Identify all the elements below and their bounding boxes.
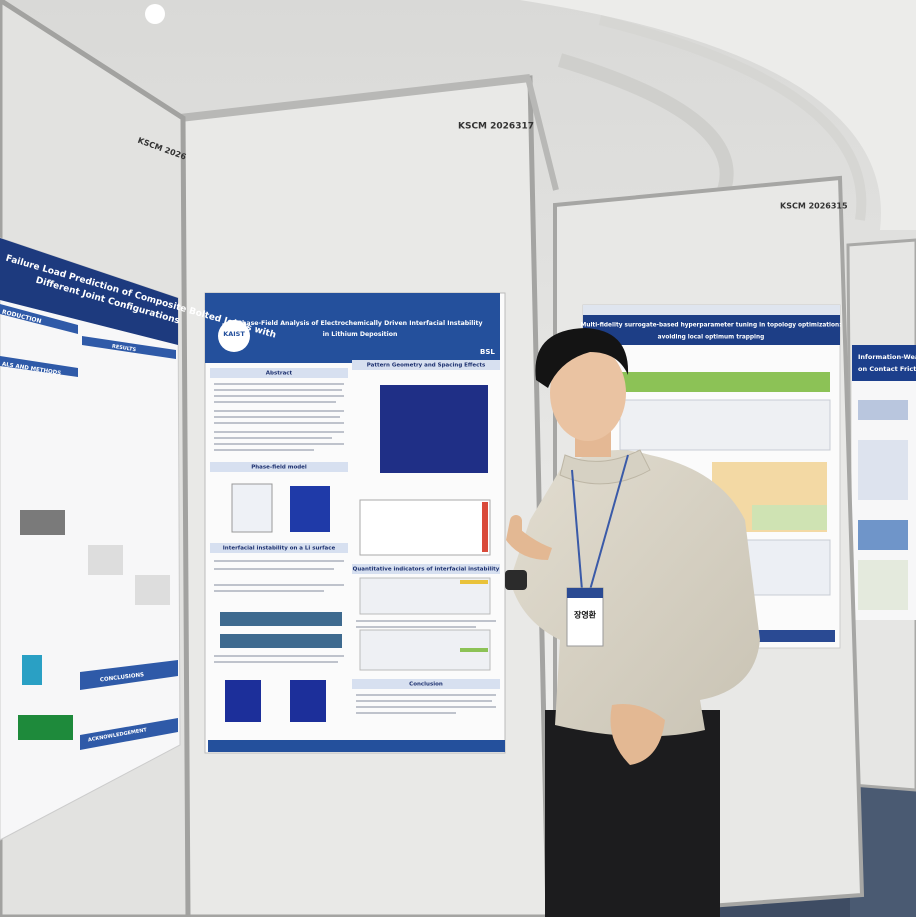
section-bar bbox=[352, 679, 500, 689]
figure bbox=[619, 399, 831, 451]
poster-header bbox=[852, 345, 916, 381]
section-bar bbox=[0, 304, 78, 334]
logo-text: KAIST bbox=[223, 330, 245, 338]
section-bar bbox=[210, 368, 348, 378]
figure bbox=[18, 715, 73, 740]
poster-header bbox=[583, 315, 840, 345]
panel-frame bbox=[525, 77, 559, 191]
poster-title: in Lithium Deposition bbox=[323, 331, 398, 338]
thumb bbox=[510, 515, 522, 545]
face bbox=[550, 345, 626, 441]
figure bbox=[858, 560, 908, 610]
section-heading: Phase-field model bbox=[251, 465, 307, 471]
lanyard bbox=[571, 469, 583, 591]
section-bar bbox=[352, 564, 500, 574]
lab-logo: BSL bbox=[480, 348, 495, 356]
section-heading: CONCLUSIONS bbox=[100, 672, 145, 683]
section-heading: Quantitative indicators of interfacial i… bbox=[353, 567, 500, 573]
ceiling-ring bbox=[557, 53, 734, 204]
person: 장영환 bbox=[505, 328, 760, 917]
section-heading: Abstract bbox=[266, 371, 293, 377]
figure bbox=[858, 400, 908, 420]
figure bbox=[88, 545, 123, 575]
ceiling-arc bbox=[520, 0, 916, 230]
poster-title: avoiding local optimum trapping bbox=[658, 335, 765, 341]
logo bbox=[218, 320, 250, 352]
poster-title: Phase-Field Analysis of Electrochemicall… bbox=[237, 320, 482, 327]
poster-header bbox=[0, 238, 178, 345]
poster-footer bbox=[750, 630, 835, 642]
section-bar bbox=[82, 336, 176, 359]
figure bbox=[620, 372, 830, 392]
lanyard bbox=[589, 454, 629, 591]
section-bar bbox=[0, 356, 78, 377]
poster-title: Information-Wear Analys bbox=[858, 353, 916, 361]
booth-label: KSCM 2026317 bbox=[458, 122, 534, 132]
booth-label: KSCM 2026315 bbox=[780, 202, 848, 211]
ceiling-ring bbox=[598, 15, 867, 221]
figure bbox=[744, 539, 831, 596]
badge-header bbox=[567, 588, 603, 598]
figure bbox=[752, 505, 827, 530]
figure bbox=[220, 612, 342, 626]
poster-header bbox=[205, 293, 500, 363]
highlight bbox=[460, 648, 488, 652]
figure bbox=[290, 486, 330, 532]
watch bbox=[505, 570, 527, 590]
figure bbox=[135, 575, 170, 605]
poster-strip bbox=[583, 305, 840, 315]
figure bbox=[225, 680, 261, 722]
section-heading: RESULTS bbox=[111, 344, 136, 354]
figure bbox=[290, 680, 326, 722]
hair bbox=[535, 328, 629, 388]
hand bbox=[610, 704, 665, 765]
figure bbox=[359, 499, 491, 556]
section-bar bbox=[80, 718, 178, 750]
ceiling-light bbox=[145, 4, 165, 24]
figure bbox=[20, 510, 65, 535]
badge-name: 장영환 bbox=[574, 610, 597, 620]
poster-title: Multi-fidelity surrogate-based hyperpara… bbox=[581, 323, 842, 329]
panel-frame bbox=[179, 74, 531, 122]
figure bbox=[380, 385, 488, 473]
section-heading: Conclusion bbox=[409, 682, 443, 688]
figure bbox=[482, 502, 488, 552]
section-bar bbox=[210, 462, 348, 472]
section-bar bbox=[80, 660, 178, 690]
section-heading: Pattern Geometry and Spacing Effects bbox=[367, 363, 486, 369]
sweater bbox=[510, 450, 760, 737]
poster-footer bbox=[208, 740, 505, 752]
highlight bbox=[460, 580, 488, 584]
poster-title: on Contact Friction an bbox=[858, 365, 916, 373]
figure bbox=[220, 634, 342, 648]
section-bar bbox=[352, 360, 500, 370]
section-heading: Interfacial instability on a Li surface bbox=[223, 546, 336, 552]
text-lines bbox=[214, 383, 496, 714]
section-bar bbox=[210, 543, 348, 553]
figure bbox=[858, 440, 908, 500]
figure bbox=[22, 655, 42, 685]
figure bbox=[858, 520, 908, 550]
figure bbox=[231, 483, 273, 533]
